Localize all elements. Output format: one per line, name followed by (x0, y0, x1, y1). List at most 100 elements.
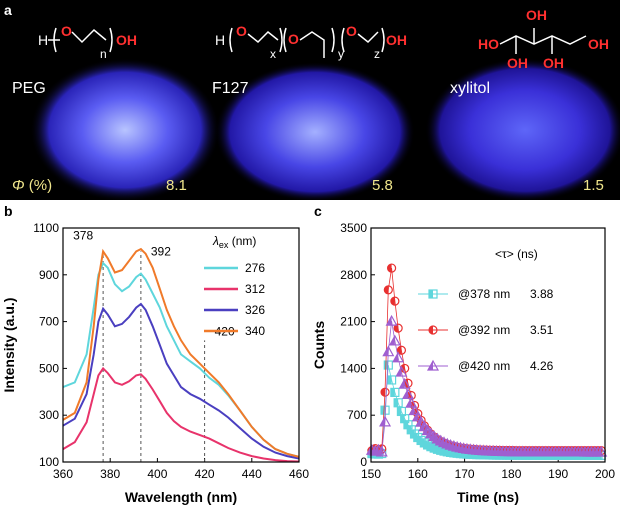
f127-o1: O (236, 23, 247, 39)
decay-point-2-fill (524, 446, 530, 456)
decay-point-0-fill (413, 433, 418, 442)
decay-point-0-fill (436, 446, 441, 455)
peak-label-392: 392 (151, 245, 171, 259)
decay-point-0-fill (423, 440, 428, 449)
decay-point-0-fill (410, 430, 415, 439)
decay-point-2-fill (553, 446, 559, 456)
decay-point-2-fill (380, 416, 386, 426)
decay-point-2-fill (425, 428, 431, 438)
phi-unit: (%) (24, 177, 53, 194)
decay-point-2-fill (527, 446, 533, 456)
decay-point-0-fill (400, 414, 405, 423)
decay-point-0-fill (394, 398, 399, 407)
x-tick-label-b: 400 (147, 467, 167, 481)
legend-label-c-0: @378 nm (458, 287, 510, 301)
y-tick-label-b: 900 (39, 268, 59, 282)
phi-value-f127: 5.8 (372, 177, 393, 194)
decay-point-2-fill (412, 411, 418, 421)
y-tick-label-c: 3500 (340, 221, 367, 235)
x-tick-label-c: 180 (501, 467, 521, 481)
phi-value-xylitol: 1.5 (583, 177, 604, 194)
decay-point-2-fill (592, 446, 598, 456)
decay-point-0-fill (381, 406, 386, 415)
decay-point-2-fill (416, 417, 422, 427)
peg-h: H (38, 32, 48, 48)
decay-point-2-fill (570, 446, 576, 456)
x-tick-label-c: 150 (361, 467, 381, 481)
decay-point-0-fill (443, 447, 448, 456)
x-tick-label-b: 380 (100, 467, 120, 481)
decay-point-0-fill (462, 450, 467, 459)
y-tick-label-c: 0 (360, 455, 367, 469)
legend-label-326: 326 (245, 303, 265, 317)
y-tick-label-b: 100 (39, 455, 59, 469)
decay-point-2-fill (576, 446, 582, 456)
decay-point-0-fill (426, 442, 431, 451)
phi-label: Φ (%) (12, 177, 52, 194)
decay-point-0-fill (407, 425, 412, 434)
decay-point-2-fill (583, 446, 589, 456)
legend-tau-c-1: 3.51 (530, 323, 554, 337)
xylitol-ho-left: HO (478, 36, 499, 52)
decay-point-2-fill (429, 431, 435, 441)
decay-point-2-fill (458, 443, 464, 453)
series-line-340 (62, 247, 300, 458)
decay-point-2-fill (461, 443, 467, 453)
panel-c-chart: c 150 160 170 180 190 200 0 700 1400 2100 2800 3500… (311, 203, 615, 505)
decay-point-2-fill (543, 446, 549, 456)
decay-point-2-fill (409, 405, 415, 415)
decay-point-2-fill (465, 444, 471, 454)
y-tick-label-c: 700 (347, 408, 367, 422)
decay-point-2-fill (517, 446, 523, 456)
phi-value-peg: 8.1 (166, 177, 187, 194)
x-tick-label-b: 460 (289, 467, 309, 481)
x-tick-label-c: 170 (455, 467, 475, 481)
decay-point-2-fill (547, 446, 553, 456)
legend-marker-c-0-fill (429, 290, 433, 298)
decay-point-2-fill (540, 446, 546, 456)
decay-point-1-fill (390, 297, 395, 306)
xylitol-powder (425, 58, 620, 200)
xylitol-oh-top: OH (526, 7, 547, 23)
decay-point-1-fill (394, 324, 399, 333)
decay-point-2-fill (393, 352, 399, 362)
decay-point-2-fill (386, 316, 392, 326)
peg-powder (30, 58, 220, 200)
decay-point-0-fill (459, 449, 464, 458)
f127-o2: O (288, 31, 299, 47)
x-axis-label-c: Time (ns) (457, 489, 519, 505)
legend-label-340: 340 (245, 324, 265, 338)
decay-point-2-fill (589, 446, 595, 456)
decay-point-0-fill (430, 444, 435, 453)
decay-point-2-fill (383, 346, 389, 356)
decay-point-2-fill (389, 335, 395, 345)
x-axis-label-b: Wavelength (nm) (125, 489, 237, 505)
peg-n: n (100, 47, 107, 61)
legend-title-b: λex (nm) (212, 234, 256, 250)
decay-point-2-fill (530, 446, 536, 456)
decay-point-2-fill (435, 435, 441, 445)
y-tick-label-c: 2100 (340, 315, 367, 329)
series-line-326 (62, 302, 300, 460)
decay-point-2-fill (556, 446, 562, 456)
decay-point-2-fill (596, 446, 602, 456)
decay-point-2-fill (586, 446, 592, 456)
f127-z: z (374, 47, 380, 61)
phi-symbol: Φ (12, 177, 25, 194)
f127-h: H (215, 32, 225, 48)
legend-label-276: 276 (245, 261, 265, 275)
decay-point-2-fill (563, 446, 569, 456)
xylitol-oh-bl: OH (507, 55, 528, 71)
peg-o: O (61, 23, 72, 39)
decay-point-2-fill (406, 398, 412, 408)
decay-point-2-fill (494, 446, 500, 456)
decay-point-2-fill (402, 389, 408, 399)
sample-label-f127: F127 (212, 80, 249, 97)
x-tick-label-c: 190 (548, 467, 568, 481)
y-axis-label-b: Intensity (a.u.) (1, 298, 17, 393)
legend-marker-c-2-fill (428, 361, 433, 370)
decay-point-2-fill (475, 445, 481, 455)
decay-point-0-fill (440, 447, 445, 456)
panel-c-label: c (314, 203, 322, 219)
y-tick-label-b: 500 (39, 361, 59, 375)
